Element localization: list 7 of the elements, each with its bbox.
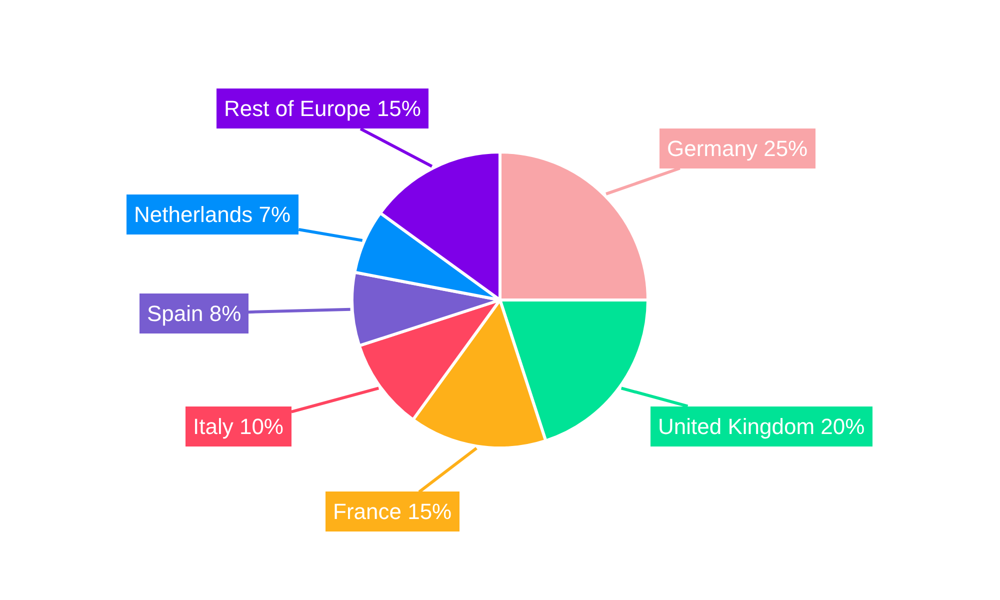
slice-label: Rest of Europe 15% [224, 96, 421, 121]
slice-label: Netherlands 7% [134, 202, 291, 227]
slice-label: Germany 25% [667, 136, 808, 161]
slice-label: Italy 10% [193, 414, 284, 439]
slice-label: France 15% [333, 499, 452, 524]
slice-label: United Kingdom 20% [658, 414, 865, 439]
slice-label: Spain 8% [147, 301, 242, 326]
